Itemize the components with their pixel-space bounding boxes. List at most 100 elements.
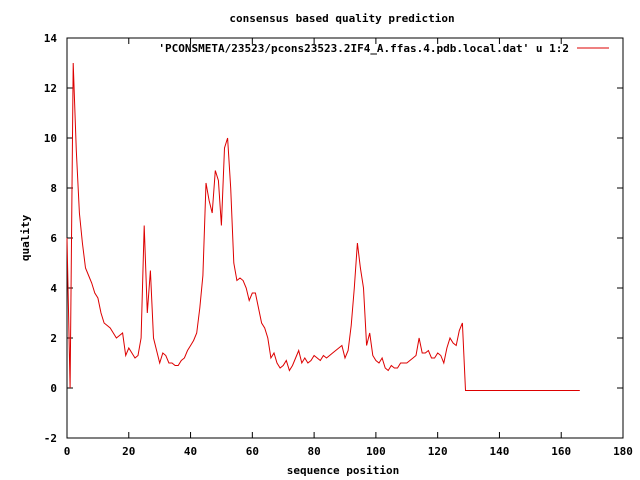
data-point — [134, 357, 135, 358]
y-tick-label: -2 — [44, 432, 57, 445]
data-point — [496, 390, 497, 391]
data-point — [255, 292, 256, 293]
data-point — [366, 345, 367, 346]
data-point — [443, 362, 444, 363]
data-point — [409, 360, 410, 361]
data-point — [97, 297, 98, 298]
data-point — [422, 352, 423, 353]
data-point — [517, 390, 518, 391]
data-point — [153, 337, 154, 338]
data-point — [505, 390, 506, 391]
data-point — [329, 355, 330, 356]
data-point — [514, 390, 515, 391]
data-point — [440, 355, 441, 356]
data-point — [314, 355, 315, 356]
data-point — [573, 390, 574, 391]
x-tick-label: 120 — [428, 445, 448, 458]
data-point — [462, 322, 463, 323]
data-point — [221, 225, 222, 226]
data-point — [456, 345, 457, 346]
data-point — [388, 370, 389, 371]
data-point — [181, 360, 182, 361]
data-point — [394, 367, 395, 368]
data-point — [301, 362, 302, 363]
data-point — [511, 390, 512, 391]
data-point — [144, 225, 145, 226]
data-point — [332, 352, 333, 353]
data-point — [554, 390, 555, 391]
axis-ticks: 0 20 40 60 80 100 120 140 160 180 -2 0 2 4 6 8 10 12 14 — [44, 32, 633, 458]
data-points — [66, 62, 580, 391]
x-tick-label: 180 — [613, 445, 633, 458]
data-point — [326, 357, 327, 358]
data-point — [338, 347, 339, 348]
data-point — [579, 390, 580, 391]
data-point — [184, 357, 185, 358]
data-point — [264, 327, 265, 328]
x-tick-label: 40 — [184, 445, 197, 458]
data-point — [471, 390, 472, 391]
data-point — [208, 200, 209, 201]
data-point — [128, 347, 129, 348]
data-point — [168, 362, 169, 363]
data-point — [459, 330, 460, 331]
data-point — [354, 287, 355, 288]
data-point — [363, 287, 364, 288]
data-point — [215, 170, 216, 171]
data-point — [558, 390, 559, 391]
data-point — [227, 137, 228, 138]
data-point — [205, 182, 206, 183]
data-point — [428, 350, 429, 351]
data-point — [69, 387, 70, 388]
x-tick-label: 140 — [490, 445, 510, 458]
data-point — [286, 360, 287, 361]
data-point — [304, 357, 305, 358]
data-point — [258, 307, 259, 308]
data-point — [122, 332, 123, 333]
data-point — [499, 390, 500, 391]
data-point — [236, 280, 237, 281]
data-point — [474, 390, 475, 391]
y-tick-label: 0 — [50, 382, 57, 395]
data-point — [341, 345, 342, 346]
data-point — [150, 270, 151, 271]
data-point — [347, 350, 348, 351]
data-point — [76, 150, 77, 151]
data-point — [82, 242, 83, 243]
data-point — [233, 262, 234, 263]
data-point — [110, 327, 111, 328]
data-point — [270, 357, 271, 358]
y-tick-label: 14 — [44, 32, 58, 45]
data-point — [323, 355, 324, 356]
data-point — [425, 352, 426, 353]
data-point — [397, 367, 398, 368]
data-point — [357, 242, 358, 243]
data-point — [261, 322, 262, 323]
data-point — [468, 390, 469, 391]
legend: 'PCONSMETA/23523/pcons23523.2IF4_A.ffas.… — [158, 42, 609, 55]
data-point — [351, 325, 352, 326]
data-point — [344, 357, 345, 358]
data-point — [292, 365, 293, 366]
data-point — [372, 355, 373, 356]
data-point — [465, 390, 466, 391]
data-point — [73, 62, 74, 63]
data-point — [434, 357, 435, 358]
data-point — [156, 350, 157, 351]
data-point — [415, 355, 416, 356]
chart-title: consensus based quality prediction — [229, 12, 454, 25]
data-point — [545, 390, 546, 391]
y-tick-label: 6 — [50, 232, 57, 245]
x-tick-label: 160 — [551, 445, 571, 458]
legend-label: 'PCONSMETA/23523/pcons23523.2IF4_A.ffas.… — [158, 42, 569, 55]
data-point — [564, 390, 565, 391]
data-point — [307, 362, 308, 363]
data-point — [449, 337, 450, 338]
data-point — [190, 345, 191, 346]
data-point — [453, 342, 454, 343]
x-tick-label: 60 — [246, 445, 259, 458]
data-point — [289, 370, 290, 371]
data-point — [246, 287, 247, 288]
data-point — [431, 357, 432, 358]
